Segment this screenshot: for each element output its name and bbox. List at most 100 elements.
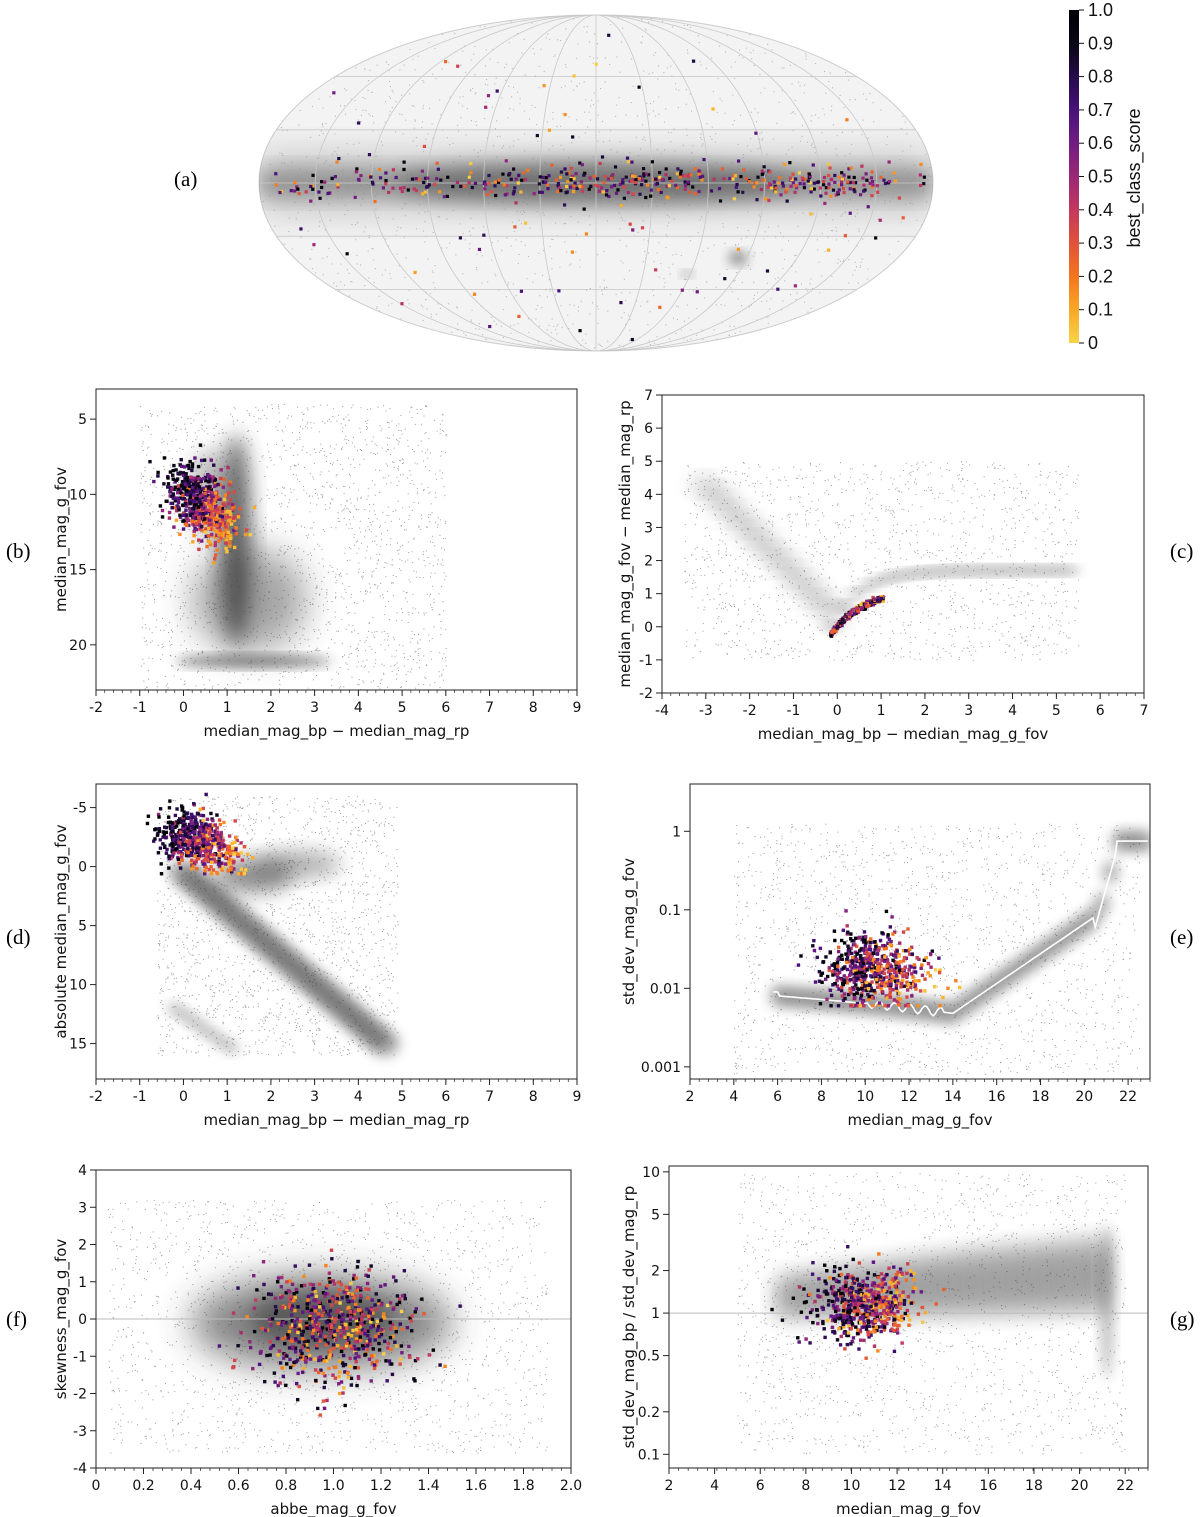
sky-point [436,167,440,171]
background-point [403,590,405,592]
background-point [1014,527,1016,529]
data-point [209,525,213,530]
sky-speckle [629,329,631,331]
data-point [189,477,193,481]
background-point [400,415,402,417]
sky-speckle [555,294,557,296]
sky-speckle [653,54,655,56]
data-point [229,522,234,526]
sky-speckle [441,33,443,36]
sky-speckle [607,340,609,342]
sky-point [402,167,406,172]
background-point [404,428,406,430]
data-point [185,484,189,489]
sky-speckle [764,87,766,89]
sky-point [602,181,606,185]
sky-speckle [422,306,424,308]
sky-point [485,192,490,197]
background-point [430,572,432,574]
sky-speckle [441,247,443,249]
background-point [441,477,443,479]
sky-speckle [484,65,486,67]
sky-speckle [827,236,829,238]
background-point [250,444,252,446]
sky-speckle [622,262,624,264]
sky-speckle [650,18,652,20]
background-point [247,678,249,680]
background-point [294,672,296,674]
data-point [217,518,222,523]
background-point [428,634,430,636]
data-point [197,523,202,527]
background-point [368,623,370,625]
sky-point [760,172,764,176]
data-point [187,480,191,485]
sky-speckle [295,218,297,220]
background-point [375,453,377,455]
data-point [191,507,195,511]
sky-point [809,190,813,194]
background-point [396,542,398,544]
background-point [208,679,210,681]
sky-point [599,186,604,190]
data-point [224,516,228,520]
background-point [962,478,964,480]
sky-speckle [423,81,425,83]
background-point [195,439,197,441]
sky-speckle [658,113,660,115]
sky-speckle [466,107,468,110]
background-point [334,642,336,644]
background-point [170,535,172,537]
background-point [309,552,311,554]
background-point [445,434,447,436]
background-point [152,613,154,615]
background-point [262,669,264,671]
sky-point [893,179,898,183]
sky-speckle [408,93,411,95]
background-point [284,495,286,497]
sky-speckle [418,212,420,214]
background-point [387,686,389,688]
background-point [1039,484,1041,486]
background-point [183,592,185,594]
background-point [283,553,285,555]
sky-speckle [647,300,649,302]
sky-speckle [788,149,790,151]
background-point [348,586,350,588]
sky-speckle [446,137,448,139]
sky-point [717,187,722,191]
sky-speckle [819,292,821,294]
background-point [387,635,389,637]
background-point [307,537,309,539]
sky-speckle [414,69,416,71]
background-point [1008,549,1010,551]
background-point [431,658,433,660]
sky-point [616,188,620,192]
data-point [196,464,201,469]
background-point [388,422,390,424]
background-point [345,435,347,437]
colorbar-tick-label: 1.0 [1088,0,1113,20]
sky-point [516,181,520,185]
background-point [772,469,774,471]
background-point [1027,592,1029,594]
sky-speckle [318,134,320,136]
sky-point [897,196,902,200]
background-point [191,588,193,590]
sky-point [578,161,582,165]
background-point [1021,513,1023,515]
sky-speckle [422,151,425,153]
background-point [339,575,341,577]
background-point [1078,512,1080,514]
data-point [221,485,226,489]
background-point [387,530,389,532]
background-point [160,543,162,545]
background-point [298,547,300,549]
background-point [301,559,303,561]
background-point [366,498,368,500]
sky-speckle [627,314,630,316]
background-point [443,549,445,551]
sky-point [773,184,777,189]
sky-speckle [663,71,665,74]
data-point [236,515,241,519]
